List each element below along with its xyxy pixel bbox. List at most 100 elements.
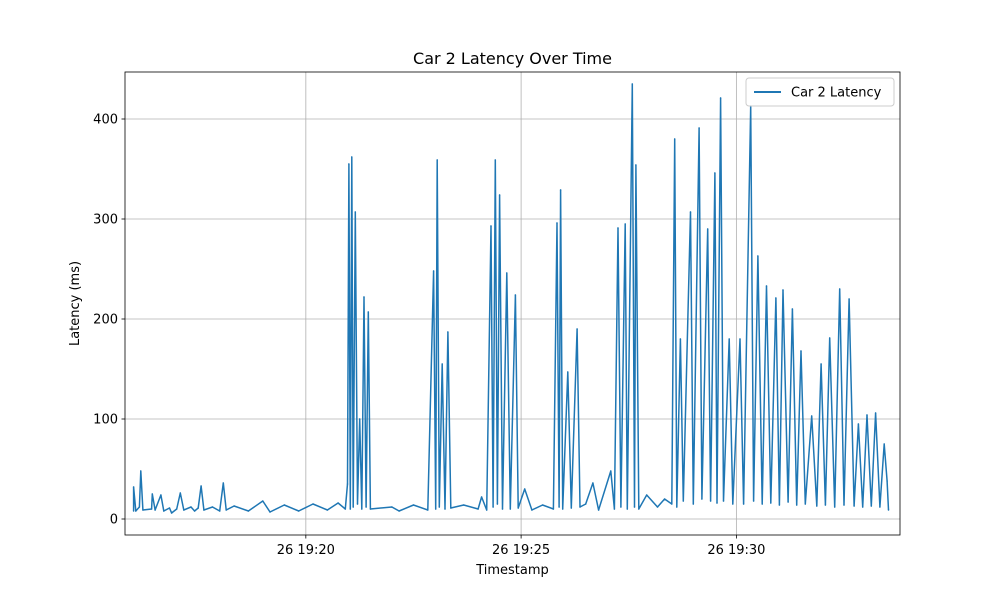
data-point <box>269 511 271 513</box>
data-point <box>262 500 264 502</box>
data-point <box>514 294 517 296</box>
data-point <box>714 172 716 174</box>
data-point <box>365 506 367 508</box>
data-point <box>150 508 153 510</box>
data-point <box>523 488 526 490</box>
data-point <box>541 504 544 506</box>
x-tick-label: 26 19:20 <box>277 543 335 558</box>
data-point <box>800 350 802 352</box>
data-point <box>352 506 354 508</box>
data-point <box>552 508 555 510</box>
data-point <box>682 500 685 502</box>
y-tick-label: 300 <box>93 213 118 228</box>
data-point <box>617 227 619 229</box>
data-point <box>218 510 221 512</box>
data-point <box>348 163 350 165</box>
data-point <box>742 503 745 505</box>
data-point <box>346 483 349 485</box>
data-point <box>610 470 612 472</box>
data-point <box>663 498 666 500</box>
data-point <box>233 505 235 507</box>
data-point <box>151 493 154 495</box>
data-point <box>211 506 214 508</box>
data-point <box>843 504 845 506</box>
data-point <box>592 482 594 484</box>
y-tick-label: 200 <box>93 313 118 328</box>
data-point <box>791 308 794 310</box>
data-point <box>848 298 850 300</box>
data-point <box>624 223 626 225</box>
data-point <box>824 504 827 506</box>
data-point <box>501 508 504 510</box>
data-point <box>190 506 192 508</box>
data-point <box>160 494 162 496</box>
data-point <box>490 225 492 227</box>
data-point <box>517 507 519 509</box>
data-point <box>450 507 452 509</box>
data-point <box>441 363 443 365</box>
data-point <box>689 211 692 213</box>
data-point <box>870 505 873 507</box>
data-point <box>154 509 156 511</box>
data-point <box>778 504 781 506</box>
data-point <box>671 503 673 505</box>
data-point <box>635 164 637 166</box>
data-point <box>447 331 449 333</box>
data-point <box>179 492 182 494</box>
data-point <box>626 508 629 510</box>
data-point <box>132 486 135 488</box>
x-tick-label: 26 19:25 <box>492 543 550 558</box>
data-point <box>765 285 768 287</box>
data-point <box>739 338 741 340</box>
data-point <box>631 83 634 85</box>
data-point <box>247 510 250 512</box>
data-point <box>866 414 868 416</box>
chart-title: Car 2 Latency Over Time <box>413 49 612 68</box>
data-point <box>879 506 881 508</box>
data-point <box>531 509 533 511</box>
data-point <box>485 509 488 511</box>
legend-label: Car 2 Latency <box>791 86 882 101</box>
data-point <box>427 509 429 511</box>
data-point <box>556 222 558 224</box>
legend: Car 2 Latency <box>745 77 895 107</box>
data-point <box>757 255 759 257</box>
y-tick-label: 100 <box>93 413 118 428</box>
data-point <box>398 510 400 512</box>
data-point <box>692 503 695 505</box>
data-point <box>633 506 636 508</box>
ticks: 0 100 200 300 400 26 19:20 26 19:25 26 19:30 <box>93 113 765 559</box>
y-axis-label: Latency (ms) <box>68 261 83 346</box>
data-point <box>698 127 700 129</box>
data-point <box>676 506 678 508</box>
data-point <box>782 289 784 291</box>
data-point <box>861 506 864 508</box>
data-point <box>356 503 359 505</box>
data-point <box>492 506 494 508</box>
data-point <box>857 423 860 425</box>
data-point <box>183 509 185 511</box>
data-point <box>138 506 141 508</box>
data-point <box>349 508 352 510</box>
data-point <box>828 337 831 339</box>
series-layer <box>132 83 890 514</box>
data-point <box>312 503 314 505</box>
data-point <box>613 508 616 510</box>
data-point <box>391 506 393 508</box>
data-point <box>709 500 712 502</box>
data-point <box>584 503 587 505</box>
data-point <box>838 288 841 290</box>
data-point <box>344 508 347 510</box>
data-point <box>570 507 573 509</box>
x-tick-label: 26 19:30 <box>707 543 765 558</box>
legend-box <box>745 77 895 107</box>
data-point <box>833 506 836 508</box>
data-point <box>579 506 581 508</box>
data-point <box>810 415 813 417</box>
data-point <box>561 508 564 510</box>
data-point <box>597 509 600 511</box>
data-point <box>770 502 772 504</box>
data-point <box>716 502 718 504</box>
data-point <box>719 97 722 99</box>
